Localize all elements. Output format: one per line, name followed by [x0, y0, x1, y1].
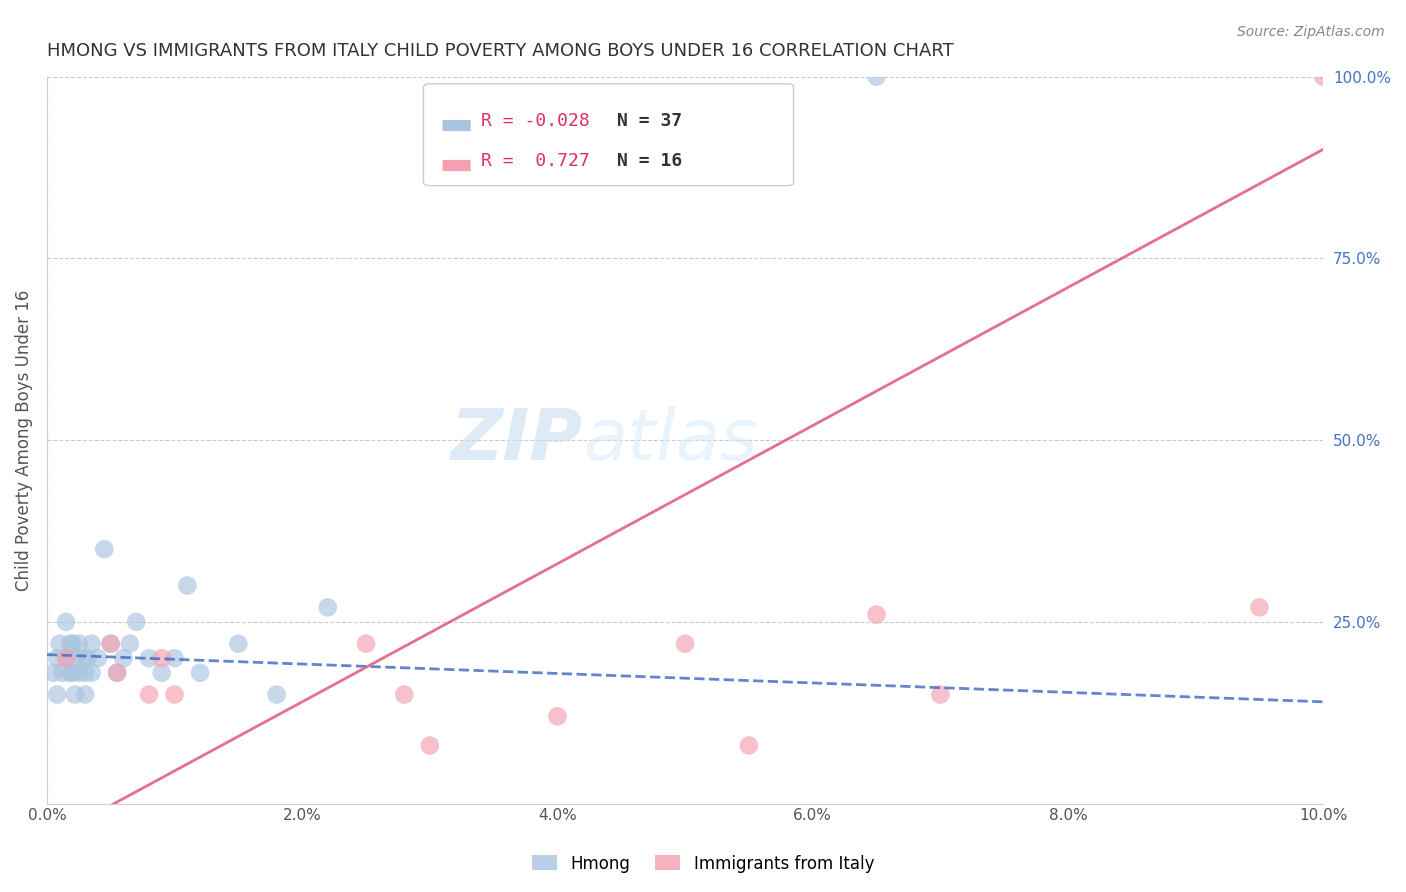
Point — [63, 651, 86, 665]
Point — [46, 651, 69, 665]
Text: R =  0.727: R = 0.727 — [481, 152, 589, 169]
Point — [176, 578, 198, 592]
FancyBboxPatch shape — [443, 160, 471, 171]
Point — [163, 688, 186, 702]
Point — [929, 688, 952, 702]
Point — [46, 688, 69, 702]
Point — [59, 637, 82, 651]
Point — [188, 665, 211, 680]
Point — [80, 637, 103, 651]
Point — [62, 637, 84, 651]
Point — [76, 651, 98, 665]
Text: R = -0.028: R = -0.028 — [481, 112, 589, 129]
Point — [150, 665, 173, 680]
Point — [55, 651, 77, 665]
Point — [316, 600, 339, 615]
Point — [51, 665, 73, 680]
Point — [55, 651, 77, 665]
Point — [138, 688, 160, 702]
Point — [150, 651, 173, 665]
Legend: Hmong, Immigrants from Italy: Hmong, Immigrants from Italy — [526, 848, 880, 880]
Point — [62, 665, 84, 680]
Point — [125, 615, 148, 629]
Point — [865, 607, 887, 622]
Point — [266, 688, 288, 702]
Point — [138, 651, 160, 665]
Point — [394, 688, 416, 702]
Point — [87, 651, 110, 665]
Text: N = 16: N = 16 — [617, 152, 683, 169]
Point — [48, 637, 70, 651]
Point — [42, 665, 65, 680]
Point — [1312, 70, 1334, 84]
FancyBboxPatch shape — [443, 120, 471, 131]
Point — [1249, 600, 1271, 615]
Point — [163, 651, 186, 665]
Point — [546, 709, 568, 723]
Point — [738, 739, 761, 753]
Point — [419, 739, 441, 753]
Point — [105, 665, 128, 680]
Point — [75, 688, 97, 702]
Point — [865, 70, 887, 84]
FancyBboxPatch shape — [423, 84, 793, 186]
Point — [55, 615, 77, 629]
Text: Source: ZipAtlas.com: Source: ZipAtlas.com — [1237, 25, 1385, 39]
Point — [354, 637, 377, 651]
Point — [72, 651, 94, 665]
Point — [112, 651, 135, 665]
Point — [80, 665, 103, 680]
Point — [100, 637, 122, 651]
Point — [118, 637, 141, 651]
Point — [673, 637, 696, 651]
Point — [63, 688, 86, 702]
Point — [105, 665, 128, 680]
Point — [100, 637, 122, 651]
Text: N = 37: N = 37 — [617, 112, 683, 129]
Point — [75, 665, 97, 680]
Point — [228, 637, 250, 651]
Text: HMONG VS IMMIGRANTS FROM ITALY CHILD POVERTY AMONG BOYS UNDER 16 CORRELATION CHA: HMONG VS IMMIGRANTS FROM ITALY CHILD POV… — [46, 42, 953, 60]
Text: atlas: atlas — [583, 406, 758, 475]
Y-axis label: Child Poverty Among Boys Under 16: Child Poverty Among Boys Under 16 — [15, 289, 32, 591]
Point — [93, 542, 115, 557]
Text: ZIP: ZIP — [451, 406, 583, 475]
Point — [67, 637, 90, 651]
Point — [59, 665, 82, 680]
Point — [67, 665, 90, 680]
